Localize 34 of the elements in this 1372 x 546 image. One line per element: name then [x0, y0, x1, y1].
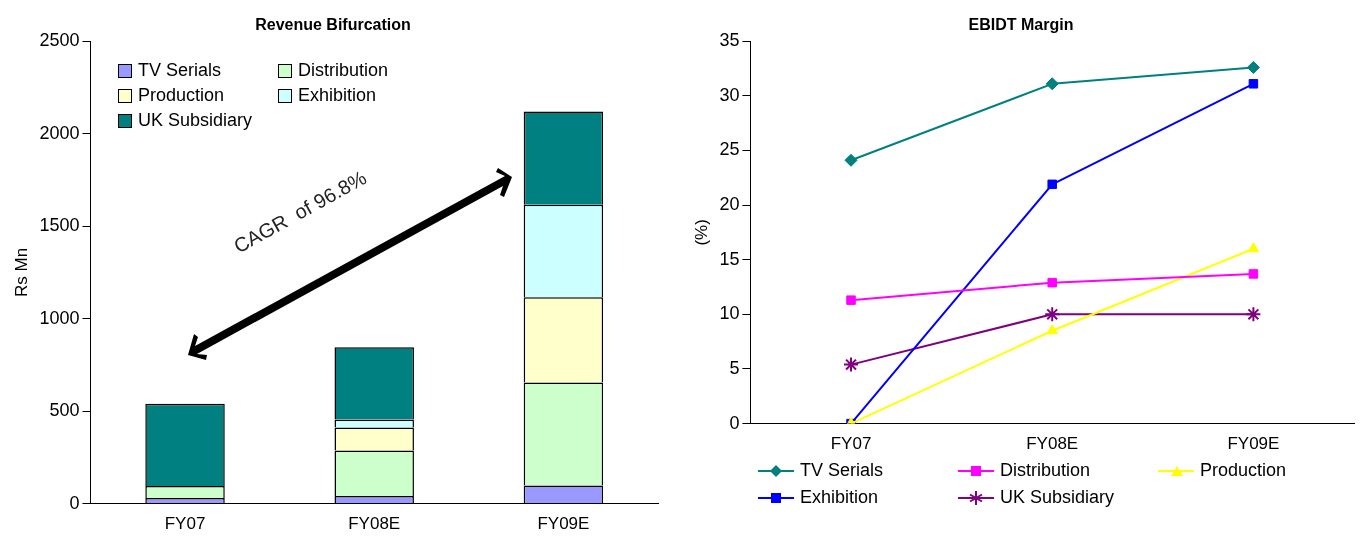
y-tick-label: 30 [719, 84, 740, 105]
y-tick-label: 0 [729, 412, 740, 433]
y-tick-label: 0 [69, 492, 80, 513]
y-tick-label: 5 [729, 357, 740, 378]
y-tick-label: 1500 [39, 215, 80, 236]
y-tick-label: 1000 [39, 307, 80, 328]
chart-title: EBIDT Margin [968, 16, 1074, 34]
legend-label: TV Serials [800, 460, 884, 481]
y-tick-label: 10 [719, 303, 740, 324]
legend-label: TV Serials [138, 60, 222, 81]
y-axis-title: Rs Mn [11, 247, 31, 297]
chart-title: Revenue Bifurcation [255, 16, 411, 34]
legend-label: Distribution [298, 60, 389, 81]
x-tick-label: FY09E [537, 514, 590, 534]
legend-label: UK Subsidiary [138, 110, 253, 131]
x-tick-label: FY07 [830, 434, 872, 454]
legend-label: Distribution [1000, 460, 1091, 481]
y-tick-label: 2500 [39, 30, 80, 51]
legend-label: Exhibition [298, 85, 377, 106]
y-tick-label: 15 [719, 248, 740, 269]
legend-label: UK Subsidiary [1000, 487, 1115, 508]
legend-label: Production [1200, 460, 1287, 481]
y-tick-label: 35 [719, 30, 740, 51]
y-tick-label: 20 [719, 194, 740, 215]
y-axis-title: (%) [691, 219, 711, 246]
x-tick-label: FY08E [348, 514, 401, 534]
x-tick-label: FY07 [164, 514, 206, 534]
x-tick-label: FY08E [1026, 434, 1079, 454]
y-tick-label: 25 [719, 139, 740, 160]
legend-label: Exhibition [800, 487, 879, 508]
y-tick-label: 500 [49, 400, 80, 421]
x-tick-label: FY09E [1227, 434, 1280, 454]
y-tick-label: 2000 [39, 122, 80, 143]
legend-label: Production [138, 85, 225, 106]
